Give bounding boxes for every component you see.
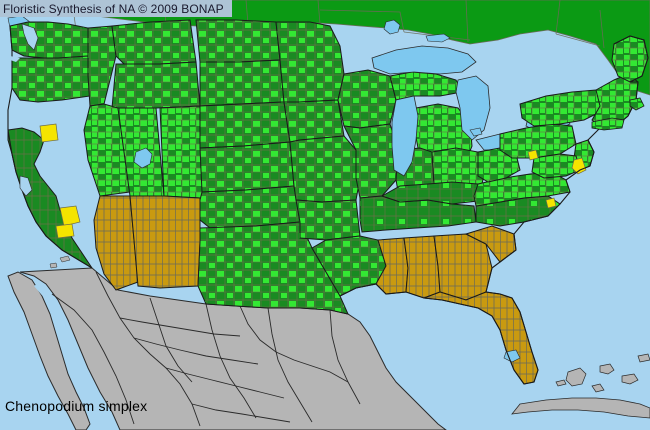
san-francisco-bay — [19, 175, 33, 197]
state-nebraska — [199, 101, 291, 149]
island-cuba — [511, 397, 650, 419]
puget-sound — [21, 23, 39, 51]
lake-superior — [371, 45, 477, 75]
state-missouri — [289, 135, 361, 203]
channel-islands — [59, 255, 71, 263]
island-bahamas-4 — [591, 383, 605, 393]
california-yellow-county-3 — [55, 223, 75, 239]
virginia-yellow-county — [545, 197, 557, 209]
species-name-caption: Chenopodium simplex — [5, 398, 148, 414]
lake-michigan — [391, 95, 419, 177]
channel-islands-2 — [49, 262, 58, 269]
island-bahamas-5 — [637, 353, 650, 363]
state-kansas — [199, 141, 295, 193]
long-island — [591, 117, 625, 131]
california-yellow-county-2 — [59, 205, 81, 227]
state-iowa — [283, 99, 345, 143]
state-south-dakota — [199, 59, 285, 107]
state-oregon — [11, 55, 91, 103]
state-oklahoma — [199, 185, 301, 229]
state-minnesota — [275, 21, 345, 103]
island-keys — [555, 379, 567, 387]
west-coastline-outline — [7, 25, 93, 269]
maryland-yellow-county — [527, 149, 539, 161]
state-maryland — [531, 153, 581, 179]
region-baja — [7, 271, 91, 430]
state-virginia — [473, 171, 571, 207]
state-alabama — [403, 235, 441, 299]
state-illinois — [343, 123, 399, 199]
state-wisconsin — [337, 69, 397, 129]
lake-canada-1 — [383, 19, 401, 35]
state-washington — [9, 21, 89, 59]
lake-great-salt — [133, 147, 153, 169]
cape-cod — [629, 97, 645, 111]
sea-of-cortez — [34, 282, 98, 424]
california-yellow-county-1 — [39, 123, 59, 143]
usa-coastline-outline — [339, 35, 649, 385]
lake-okeechobee — [503, 349, 521, 363]
state-north-dakota — [195, 19, 281, 63]
columbia-river-mouth — [10, 56, 20, 62]
island-bahamas-2 — [599, 363, 615, 375]
state-new-mexico — [129, 195, 201, 289]
credit-text: Floristic Synthesis of NA © 2009 BONAP — [3, 1, 224, 16]
lake-st-clair — [469, 127, 483, 137]
state-arkansas — [295, 199, 361, 241]
delaware-yellow-county — [571, 157, 587, 175]
state-georgia — [433, 233, 493, 301]
state-wyoming — [111, 61, 201, 109]
lake-canada-2 — [425, 33, 451, 43]
island-bahamas-1 — [565, 367, 587, 387]
state-montana — [111, 19, 197, 65]
island-bahamas-3 — [621, 373, 639, 385]
credit-bar: Floristic Synthesis of NA © 2009 BONAP — [0, 0, 232, 17]
